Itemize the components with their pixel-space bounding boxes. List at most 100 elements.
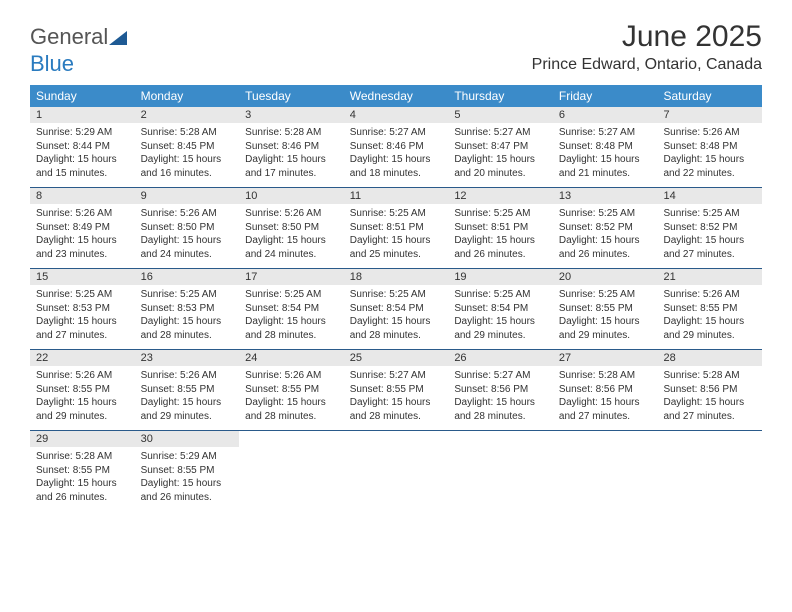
- day-content: Sunrise: 5:25 AMSunset: 8:52 PMDaylight:…: [553, 207, 658, 261]
- day-content: Sunrise: 5:25 AMSunset: 8:53 PMDaylight:…: [135, 288, 240, 342]
- day-number: 16: [135, 269, 240, 285]
- day-cell: 2 Sunrise: 5:28 AMSunset: 8:45 PMDaylight…: [135, 107, 240, 187]
- day-cell: 16 Sunrise: 5:25 AMSunset: 8:53 PMDayligh…: [135, 269, 240, 349]
- day-content: Sunrise: 5:27 AMSunset: 8:46 PMDaylight:…: [344, 126, 449, 180]
- day-content: Sunrise: 5:28 AMSunset: 8:56 PMDaylight:…: [657, 369, 762, 423]
- week-row: 29 Sunrise: 5:28 AMSunset: 8:55 PMDayligh…: [30, 431, 762, 511]
- day-content: Sunrise: 5:26 AMSunset: 8:55 PMDaylight:…: [239, 369, 344, 423]
- dow-cell: Thursday: [448, 85, 553, 107]
- day-cell: 13 Sunrise: 5:25 AMSunset: 8:52 PMDayligh…: [553, 188, 658, 268]
- day-cell: 25Sunrise: 5:27 AMSunset: 8:55 PMDayligh…: [344, 350, 449, 430]
- day-content: Sunrise: 5:27 AMSunset: 8:56 PMDaylight:…: [448, 369, 553, 423]
- day-number: 4: [344, 107, 449, 123]
- day-number: 3: [239, 107, 344, 123]
- day-number: 20: [553, 269, 658, 285]
- day-cell: 10Sunrise: 5:26 AMSunset: 8:50 PMDayligh…: [239, 188, 344, 268]
- day-number: 28: [657, 350, 762, 366]
- day-cell: 1 Sunrise: 5:29 AMSunset: 8:44 PMDaylight…: [30, 107, 135, 187]
- day-content: Sunrise: 5:27 AMSunset: 8:55 PMDaylight:…: [344, 369, 449, 423]
- dow-cell: Friday: [553, 85, 658, 107]
- day-content: Sunrise: 5:29 AMSunset: 8:55 PMDaylight:…: [135, 450, 240, 504]
- dow-cell: Wednesday: [344, 85, 449, 107]
- day-number: 11: [344, 188, 449, 204]
- day-cell: [553, 431, 658, 511]
- day-cell: 12 Sunrise: 5:25 AMSunset: 8:51 PMDayligh…: [448, 188, 553, 268]
- day-cell: 4 Sunrise: 5:27 AMSunset: 8:46 PMDaylight…: [344, 107, 449, 187]
- dow-cell: Saturday: [657, 85, 762, 107]
- day-cell: 6 Sunrise: 5:27 AMSunset: 8:48 PMDaylight…: [553, 107, 658, 187]
- day-cell: 3 Sunrise: 5:28 AMSunset: 8:46 PMDaylight…: [239, 107, 344, 187]
- day-cell: [448, 431, 553, 511]
- day-number: 6: [553, 107, 658, 123]
- logo-text: GeneralBlue: [30, 24, 127, 77]
- day-number: 14: [657, 188, 762, 204]
- day-number: 23: [135, 350, 240, 366]
- week-row: 15Sunrise: 5:25 AMSunset: 8:53 PMDayligh…: [30, 269, 762, 350]
- day-content: Sunrise: 5:26 AMSunset: 8:55 PMDaylight:…: [30, 369, 135, 423]
- day-number: 17: [239, 269, 344, 285]
- day-cell: 30 Sunrise: 5:29 AMSunset: 8:55 PMDayligh…: [135, 431, 240, 511]
- logo-text-general: General: [30, 24, 108, 49]
- day-cell: 20Sunrise: 5:25 AMSunset: 8:55 PMDayligh…: [553, 269, 658, 349]
- day-cell: 19Sunrise: 5:25 AMSunset: 8:54 PMDayligh…: [448, 269, 553, 349]
- day-cell: 11 Sunrise: 5:25 AMSunset: 8:51 PMDayligh…: [344, 188, 449, 268]
- logo-triangle-icon: [109, 25, 127, 51]
- day-cell: 29 Sunrise: 5:28 AMSunset: 8:55 PMDayligh…: [30, 431, 135, 511]
- day-content: Sunrise: 5:26 AMSunset: 8:50 PMDaylight:…: [135, 207, 240, 261]
- logo: GeneralBlue: [30, 24, 127, 77]
- day-number: 22: [30, 350, 135, 366]
- day-cell: 26 Sunrise: 5:27 AMSunset: 8:56 PMDayligh…: [448, 350, 553, 430]
- week-row: 8 Sunrise: 5:26 AMSunset: 8:49 PMDaylight…: [30, 188, 762, 269]
- day-number: 29: [30, 431, 135, 447]
- dow-cell: Tuesday: [239, 85, 344, 107]
- day-content: Sunrise: 5:25 AMSunset: 8:54 PMDaylight:…: [448, 288, 553, 342]
- day-content: Sunrise: 5:28 AMSunset: 8:45 PMDaylight:…: [135, 126, 240, 180]
- weeks-container: 1 Sunrise: 5:29 AMSunset: 8:44 PMDaylight…: [30, 107, 762, 511]
- day-content: Sunrise: 5:26 AMSunset: 8:49 PMDaylight:…: [30, 207, 135, 261]
- day-content: Sunrise: 5:28 AMSunset: 8:46 PMDaylight:…: [239, 126, 344, 180]
- day-cell: 17 Sunrise: 5:25 AMSunset: 8:54 PMDayligh…: [239, 269, 344, 349]
- day-cell: 5Sunrise: 5:27 AMSunset: 8:47 PMDaylight…: [448, 107, 553, 187]
- calendar: SundayMondayTuesdayWednesdayThursdayFrid…: [30, 85, 762, 511]
- day-number: 24: [239, 350, 344, 366]
- dow-cell: Sunday: [30, 85, 135, 107]
- day-content: Sunrise: 5:26 AMSunset: 8:48 PMDaylight:…: [657, 126, 762, 180]
- day-cell: 7 Sunrise: 5:26 AMSunset: 8:48 PMDaylight…: [657, 107, 762, 187]
- day-content: Sunrise: 5:27 AMSunset: 8:47 PMDaylight:…: [448, 126, 553, 180]
- day-content: Sunrise: 5:25 AMSunset: 8:51 PMDaylight:…: [448, 207, 553, 261]
- day-cell: 18 Sunrise: 5:25 AMSunset: 8:54 PMDayligh…: [344, 269, 449, 349]
- day-content: Sunrise: 5:29 AMSunset: 8:44 PMDaylight:…: [30, 126, 135, 180]
- day-content: Sunrise: 5:28 AMSunset: 8:55 PMDaylight:…: [30, 450, 135, 504]
- month-title: June 2025: [532, 20, 762, 54]
- day-number: 18: [344, 269, 449, 285]
- day-number: 30: [135, 431, 240, 447]
- day-content: Sunrise: 5:26 AMSunset: 8:55 PMDaylight:…: [657, 288, 762, 342]
- day-content: Sunrise: 5:26 AMSunset: 8:55 PMDaylight:…: [135, 369, 240, 423]
- day-number: 26: [448, 350, 553, 366]
- day-cell: 22 Sunrise: 5:26 AMSunset: 8:55 PMDayligh…: [30, 350, 135, 430]
- day-content: Sunrise: 5:25 AMSunset: 8:52 PMDaylight:…: [657, 207, 762, 261]
- day-cell: [657, 431, 762, 511]
- day-cell: [344, 431, 449, 511]
- day-cell: 8 Sunrise: 5:26 AMSunset: 8:49 PMDaylight…: [30, 188, 135, 268]
- day-number: 27: [553, 350, 658, 366]
- day-content: Sunrise: 5:25 AMSunset: 8:53 PMDaylight:…: [30, 288, 135, 342]
- day-content: Sunrise: 5:27 AMSunset: 8:48 PMDaylight:…: [553, 126, 658, 180]
- day-content: Sunrise: 5:25 AMSunset: 8:54 PMDaylight:…: [239, 288, 344, 342]
- day-content: Sunrise: 5:26 AMSunset: 8:50 PMDaylight:…: [239, 207, 344, 261]
- title-block: June 2025 Prince Edward, Ontario, Canada: [532, 20, 762, 74]
- day-content: Sunrise: 5:25 AMSunset: 8:51 PMDaylight:…: [344, 207, 449, 261]
- day-cell: [239, 431, 344, 511]
- day-number: 7: [657, 107, 762, 123]
- day-cell: 21 Sunrise: 5:26 AMSunset: 8:55 PMDayligh…: [657, 269, 762, 349]
- day-number: 9: [135, 188, 240, 204]
- day-content: Sunrise: 5:25 AMSunset: 8:54 PMDaylight:…: [344, 288, 449, 342]
- day-number: 12: [448, 188, 553, 204]
- location: Prince Edward, Ontario, Canada: [532, 56, 762, 74]
- day-cell: 15Sunrise: 5:25 AMSunset: 8:53 PMDayligh…: [30, 269, 135, 349]
- day-number: 13: [553, 188, 658, 204]
- day-number: 21: [657, 269, 762, 285]
- day-number: 1: [30, 107, 135, 123]
- day-number: 8: [30, 188, 135, 204]
- day-number: 2: [135, 107, 240, 123]
